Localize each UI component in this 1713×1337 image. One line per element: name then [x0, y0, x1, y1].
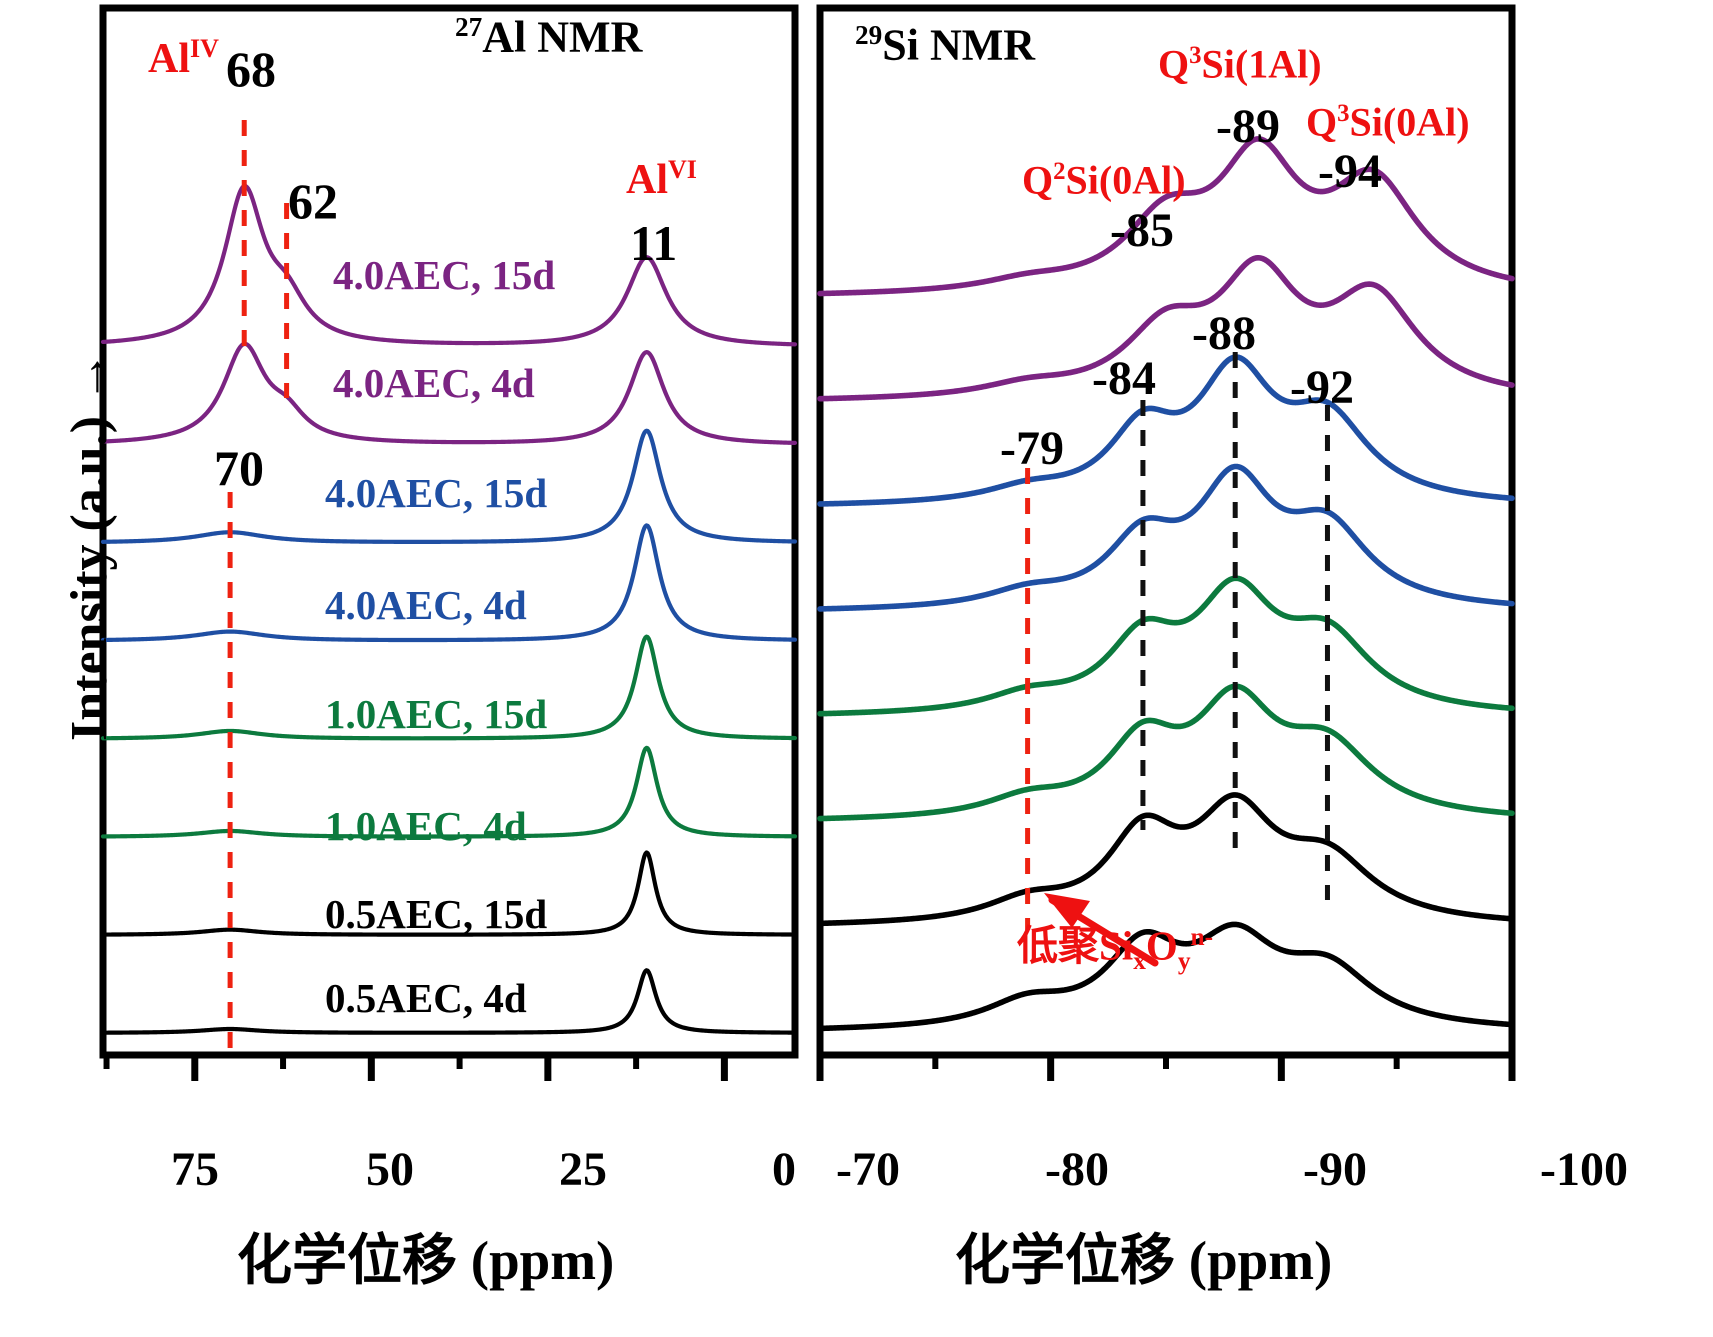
trace-label-al-6: 0.5AEC, 15d — [325, 891, 548, 937]
al-iv-sup: IV — [190, 34, 219, 63]
q2si0al-rest: Si(0Al) — [1065, 157, 1186, 203]
oligomer-sub-y: y — [1177, 946, 1191, 975]
q3si0al-sup: 3 — [1337, 100, 1350, 127]
oligomer-sub-x: x — [1133, 946, 1146, 975]
si29-mass-number: 29 — [855, 20, 883, 50]
q3si1al-q: Q — [1158, 41, 1190, 87]
al-iv-site-label: AlIV — [148, 34, 219, 82]
spectrum-trace — [100, 745, 798, 839]
q3si1al-label: Q3Si(1Al) — [1158, 41, 1322, 87]
spectrum-trace — [817, 354, 1515, 507]
q3si0al-rest: Si(0Al) — [1349, 99, 1470, 145]
al-vi-base: Al — [626, 157, 668, 203]
spectrum-trace — [817, 575, 1515, 717]
xaxis-ticks-1 — [816, 1055, 1516, 1081]
spectra-traces-1 — [817, 136, 1515, 1032]
arrow-head-icon — [1044, 893, 1090, 928]
spectrum-trace — [817, 921, 1515, 1032]
spectrum-trace — [100, 428, 798, 544]
oligomer-o: O — [1145, 922, 1178, 969]
xaxis-ticks-0 — [103, 1055, 728, 1081]
q3si1al-sup: 3 — [1189, 42, 1202, 69]
yaxis-title: Intensity (a.u.) → — [61, 296, 118, 796]
si29-panel-title: 29Si NMR — [855, 20, 1036, 70]
q2si0al-label: Q2Si(0Al) — [1022, 157, 1186, 203]
al27-xtick-0: 0 — [772, 1143, 796, 1196]
trace-label-al-1: 4.0AEC, 4d — [333, 360, 535, 406]
peak-label-m79: -79 — [1000, 422, 1064, 475]
peak-label-m84: -84 — [1092, 352, 1156, 405]
al27-mass-number: 27 — [455, 12, 483, 42]
al27-title-text: Al NMR — [482, 12, 643, 62]
q3si0al-label: Q3Si(0Al) — [1306, 99, 1470, 145]
guide-lines-1 — [1025, 352, 1330, 930]
al-iv-base: Al — [148, 36, 190, 82]
q3si0al-q: Q — [1306, 99, 1338, 145]
spectrum-trace — [100, 341, 798, 445]
spectrum-trace — [100, 634, 798, 741]
trace-label-al-2: 4.0AEC, 15d — [325, 470, 548, 516]
peak-label-70: 70 — [214, 440, 264, 496]
al27-xaxis-title: 化学位移 (ppm) — [237, 1230, 615, 1291]
yaxis-title-text: Intensity (a.u.) — [61, 415, 118, 742]
al27-xtick-50: 50 — [366, 1143, 414, 1196]
si29-xtick-m80: -80 — [1045, 1143, 1109, 1196]
peak-label-m88: -88 — [1192, 307, 1256, 360]
si29-xtick-m70: -70 — [836, 1143, 900, 1196]
spectra-traces-0 — [100, 183, 798, 1035]
yaxis-arrow-icon: → — [61, 350, 118, 403]
al-vi-site-label: AlVI — [626, 155, 697, 203]
si29-xtick-m90: -90 — [1303, 1143, 1367, 1196]
oligomer-cn-text: 低聚Si — [1017, 922, 1134, 969]
q3si1al-rest: Si(1Al) — [1201, 41, 1322, 87]
spectrum-trace — [817, 683, 1515, 822]
trace-label-al-4: 1.0AEC, 15d — [325, 691, 548, 737]
al27-xtick-75: 75 — [171, 1143, 219, 1196]
si29-xaxis-title: 化学位移 (ppm) — [955, 1230, 1333, 1291]
peak-label-m94: -94 — [1318, 145, 1382, 198]
oligomer-arrow — [1044, 893, 1159, 967]
spectrum-trace — [817, 463, 1515, 612]
peak-label-m85: -85 — [1110, 204, 1174, 257]
al-vi-sup: VI — [668, 155, 697, 184]
spectrum-trace — [817, 254, 1515, 402]
peak-label-11: 11 — [630, 215, 678, 271]
spectrum-trace — [100, 968, 798, 1035]
trace-label-al-5: 1.0AEC, 4d — [325, 803, 527, 849]
peak-label-62: 62 — [288, 173, 338, 229]
peak-label-m92: -92 — [1290, 361, 1354, 414]
trace-label-al-3: 4.0AEC, 4d — [325, 582, 527, 628]
q2si0al-sup: 2 — [1053, 158, 1066, 185]
spectrum-trace — [100, 523, 798, 643]
peak-label-68: 68 — [226, 41, 276, 97]
spectrum-trace — [100, 183, 798, 347]
spectrum-trace — [817, 136, 1515, 297]
al27-xtick-25: 25 — [559, 1143, 607, 1196]
si29-title-text: Si NMR — [882, 20, 1036, 70]
oligomer-annotation: 低聚SixOyn- — [1017, 922, 1214, 975]
q2si0al-q: Q — [1022, 157, 1054, 203]
trace-label-al-7: 0.5AEC, 4d — [325, 975, 527, 1021]
oligomer-sup-n: n- — [1190, 923, 1214, 951]
panel-frame-27al-nmr — [99, 4, 799, 1059]
spectrum-trace — [817, 792, 1515, 927]
trace-label-al-0: 4.0AEC, 15d — [333, 252, 556, 298]
guide-lines-0 — [227, 120, 290, 1048]
si29-xtick-m100: -100 — [1540, 1143, 1628, 1196]
spectrum-trace — [100, 850, 798, 937]
al27-panel-title: 27Al NMR — [455, 12, 643, 62]
peak-label-m89: -89 — [1216, 100, 1280, 153]
